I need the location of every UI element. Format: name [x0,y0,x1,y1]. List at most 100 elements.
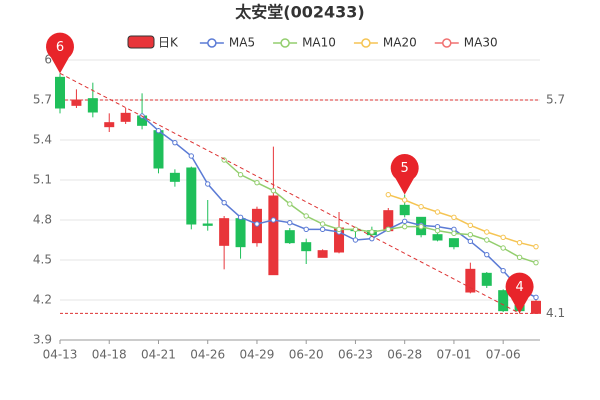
pin-label: 5 [401,161,409,176]
y-tick-label: 4.2 [33,293,52,307]
ma-point [319,226,326,233]
ma-point [484,237,490,243]
candle-body [120,112,131,122]
y-tick-label: 5.7 [33,93,52,107]
ma-point [270,217,277,223]
pin [505,272,534,314]
chart-title: 太安堂(002433) [234,3,364,22]
candle-body [202,223,213,226]
ma-point [467,222,474,229]
x-tick-label: 06-20 [289,348,324,362]
reference-label: 5.7 [546,93,565,107]
ma-point [287,219,293,226]
ma-point [451,214,457,221]
y-tick-label: 6 [44,53,52,67]
ma-point [155,127,162,134]
reference-label: 4.1 [546,306,565,320]
candle-body [186,167,197,225]
ma-point [352,237,359,243]
ma-point [451,230,457,237]
candle-body [481,272,492,286]
ma-point [467,231,474,238]
ma-point [484,229,490,235]
ma-point [336,226,342,233]
ma-line [388,193,537,248]
legend-dot [207,38,217,48]
x-tick-label: 04-18 [92,348,127,362]
ma-point [385,226,391,233]
legend-dot [361,38,371,48]
ma-point [401,223,408,230]
ma-point [352,226,359,233]
x-tick-label: 04-29 [240,348,275,362]
y-tick-label: 5.1 [33,173,52,187]
ma-point [434,209,441,215]
ma-point [401,218,408,225]
pin [46,32,75,74]
ma-point [467,238,474,245]
ma-point [270,187,277,194]
legend-label: MA5 [229,36,255,50]
candle-body [219,218,230,246]
legend-label: 日K [158,36,179,50]
ma-point [401,197,408,203]
y-tick-label: 5.4 [33,133,52,147]
candle-body [399,204,410,216]
x-tick-label: 04-21 [141,348,176,362]
trend-line [59,72,520,314]
legend-label: MA30 [464,36,498,50]
ma-point [500,234,506,241]
candle-body [71,99,82,106]
ma-point [516,239,523,246]
x-tick-label: 06-28 [387,348,422,362]
candle-body [317,250,328,258]
ma-point [254,179,260,186]
legend-label: MA20 [383,36,417,50]
candle-body [465,268,476,293]
ma-line [141,115,537,299]
ma-point [237,214,244,221]
legend-dot [442,38,452,48]
candle-body [531,300,541,314]
candle-body [169,172,180,182]
candle-body [301,242,312,252]
ma-point [221,199,227,206]
y-tick-label: 3.9 [33,333,52,347]
pin [390,153,419,195]
candle-body [87,98,98,113]
ma-point [319,221,326,227]
ma-point [533,243,539,250]
y-tick-label: 4.5 [33,253,52,267]
candle-body [284,230,295,244]
x-tick-label: 07-06 [486,348,521,362]
ma-point [385,191,391,198]
pin-label: 6 [56,40,64,55]
ma-point [434,227,441,234]
ma-point [205,181,211,187]
ma-point [369,229,375,235]
y-tick-label: 4.8 [33,213,52,227]
candle-body [432,234,443,241]
ma-point [418,223,424,230]
ma-point [533,294,539,301]
ma-point [287,201,293,207]
ma-point [500,245,506,251]
x-tick-label: 04-13 [43,348,78,362]
candle-body [104,122,115,128]
ma-point [237,171,244,178]
ma-point [500,267,506,274]
legend-dot [280,38,290,48]
ma-point [303,226,309,233]
ma-point [303,213,309,219]
ma-point [484,251,490,258]
candle-body [55,76,65,109]
ma-point [188,153,195,159]
ma-point [516,254,523,261]
ma-point [172,139,178,146]
ma-point [533,259,539,266]
ma-point [254,221,260,227]
x-tick-label: 07-01 [436,348,471,362]
ma-line [223,159,537,264]
